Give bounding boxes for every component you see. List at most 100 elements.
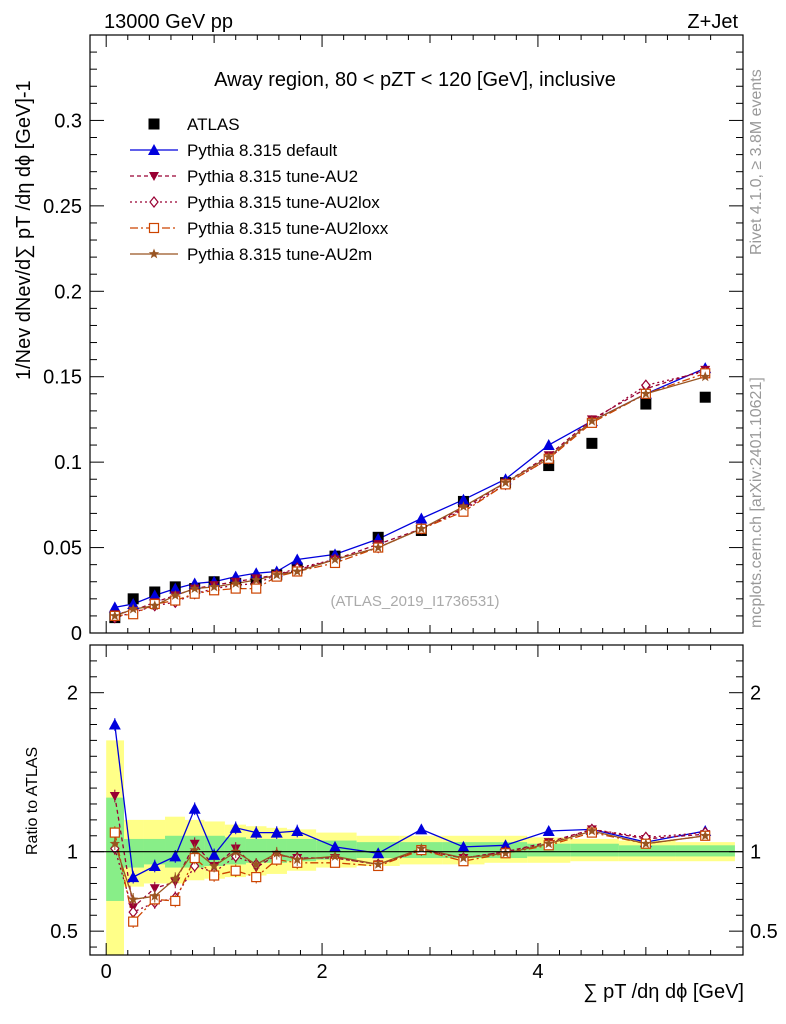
legend-marker-pythia-8-315-default <box>148 144 160 155</box>
data-point-pythia-8-315-tune-au2m <box>329 554 341 564</box>
legend-marker-pythia-8-315-tune-au2m <box>148 248 160 259</box>
ratio-point-pythia-8-315-tune-au2m <box>640 838 652 849</box>
ratio-band-green <box>245 838 267 863</box>
ratio-point-pythia-8-315-tune-au2m <box>373 858 384 869</box>
data-point-pythia-8-315-tune-au2m <box>640 388 652 399</box>
ratio-point-pythia-8-315-tune-au2m <box>109 838 121 849</box>
ratio-point-pythia-8-315-tune-au2m <box>189 844 200 855</box>
data-point-pythia-8-315-tune-au2m <box>109 610 121 621</box>
data-point-pythia-8-315-tune-au2m <box>127 603 139 614</box>
ratio-point-pythia-8-315-tune-au2loxx <box>251 872 262 883</box>
ratio-point-pythia-8-315-tune-au2m <box>170 873 181 884</box>
ratio-point-pythia-8-315-tune-au2 <box>149 884 160 894</box>
ratio-point-pythia-8-315-tune-au2loxx <box>209 870 220 881</box>
x-axis-label: ∑ pT /dη dϕ [GeV] <box>583 981 744 1003</box>
ratio-band-green <box>618 845 676 857</box>
ratio-point-pythia-8-315-tune-au2loxx <box>128 916 139 927</box>
ratio-point-pythia-8-315-default <box>108 718 121 730</box>
x-tick-label: 0 <box>101 961 112 983</box>
legend-label-pythia-8-315-tune-au2lox: Pythia 8.315 tune-AU2lox <box>187 193 380 212</box>
data-point-pythia-8-315-tune-au2m <box>543 451 554 462</box>
data-point-pythia-8-315-tune-au2m <box>458 501 469 511</box>
series-line-pythia-8-315-default <box>114 367 706 609</box>
data-point-pythia-8-315-default <box>148 589 161 601</box>
legend-label-pythia-8-315-tune-au2loxx: Pythia 8.315 tune-AU2loxx <box>187 219 389 238</box>
data-point-atlas <box>543 460 555 472</box>
y-tick-label: 0.2 <box>54 281 82 303</box>
y-tick-label: 0 <box>71 623 82 645</box>
ratio-plot-frame <box>89 644 744 956</box>
legend-marker-pythia-8-315-tune-au2loxx <box>148 222 160 234</box>
ratio-point-pythia-8-315-default <box>270 826 283 838</box>
data-point-pythia-8-315-tune-au2m <box>292 566 303 576</box>
legend-label-pythia-8-315-tune-au2m: Pythia 8.315 tune-AU2m <box>187 245 372 264</box>
data-point-atlas <box>586 437 598 449</box>
data-point-pythia-8-315-default <box>542 439 555 451</box>
ratio-point-pythia-8-315-default <box>250 826 263 838</box>
data-point-pythia-8-315-tune-au2m <box>500 477 511 488</box>
data-point-pythia-8-315-tune-au2m <box>208 581 220 592</box>
data-point-pythia-8-315-tune-au2m <box>416 523 427 534</box>
ratio-y-tick-label: 2 <box>67 683 78 705</box>
legend-label-pythia-8-315-tune-au2: Pythia 8.315 tune-AU2 <box>187 167 358 186</box>
data-point-atlas <box>699 391 711 403</box>
ratio-point-pythia-8-315-tune-au2loxx <box>230 865 241 876</box>
data-point-pythia-8-315-default <box>169 582 182 594</box>
ratio-y-tick-label: 1 <box>67 842 78 864</box>
ratio-point-pythia-8-315-default <box>127 871 140 883</box>
data-point-pythia-8-315-tune-au2m <box>170 589 181 600</box>
y-tick-label: 0.3 <box>54 110 82 132</box>
ratio-point-pythia-8-315-default <box>169 850 182 862</box>
ratio-y-tick-label-right: 0.5 <box>750 921 778 943</box>
rivet-label: Rivet 4.1.0, ≥ 3.8M events <box>748 69 765 255</box>
ratio-point-pythia-8-315-tune-au2m <box>127 893 139 904</box>
ratio-point-pythia-8-315-tune-au2 <box>109 792 120 802</box>
ratio-point-pythia-8-315-tune-au2loxx <box>329 857 341 868</box>
legend-marker-pythia-8-315-tune-au2 <box>149 172 159 181</box>
y-tick-label: 0.15 <box>43 367 82 389</box>
ratio-y-tick-label-right: 1 <box>750 842 761 864</box>
data-point-pythia-8-315-tune-au2m <box>149 600 160 611</box>
data-point-atlas <box>640 398 652 410</box>
ratio-point-pythia-8-315-tune-au2m <box>586 825 598 836</box>
ratio-y-tick-label-right: 2 <box>750 683 761 705</box>
analysis-watermark: (ATLAS_2019_I1736531) <box>330 593 499 610</box>
data-point-pythia-8-315-tune-au2m <box>700 371 711 382</box>
data-point-pythia-8-315-tune-au2m <box>251 574 262 585</box>
x-tick-label: 4 <box>532 961 543 983</box>
data-point-pythia-8-315-tune-au2m <box>271 569 282 580</box>
ratio-point-pythia-8-315-default <box>229 821 242 833</box>
main-plot-frame <box>89 34 744 634</box>
data-point-pythia-8-315-tune-au2m <box>230 578 241 588</box>
ratio-point-pythia-8-315-tune-au2m <box>149 890 160 901</box>
ratio-band-green <box>123 838 144 868</box>
legend-label-pythia-8-315-default: Pythia 8.315 default <box>187 141 338 160</box>
data-point-pythia-8-315-tune-au2loxx <box>251 583 262 594</box>
ratio-point-pythia-8-315-tune-au2m <box>543 838 554 849</box>
ratio-point-pythia-8-315-tune-au2m <box>700 830 711 841</box>
ratio-point-pythia-8-315-tune-au2m <box>458 852 469 863</box>
ratio-band-green <box>570 843 619 857</box>
legend-marker-atlas <box>148 118 160 130</box>
y-tick-label: 0.05 <box>43 538 82 560</box>
data-point-pythia-8-315-default <box>415 512 428 524</box>
y-axis-label: 1/Nev dNev/d∑ pT /dη dϕ [GeV]-1 <box>13 80 35 380</box>
ratio-point-pythia-8-315-tune-au2m <box>500 847 511 858</box>
ratio-point-pythia-8-315-default <box>291 825 304 836</box>
ratio-point-pythia-8-315-default <box>329 840 342 852</box>
ratio-point-pythia-8-315-tune-au2loxx <box>109 827 120 838</box>
mcplots-label: mcplots.cern.ch [arXiv:2401.10621] <box>748 377 765 628</box>
ratio-band-green <box>675 845 735 857</box>
data-point-pythia-8-315-tune-au2m <box>586 415 598 426</box>
ratio-point-pythia-8-315-tune-au2m <box>271 847 282 858</box>
x-tick-label: 2 <box>316 961 327 983</box>
ratio-point-pythia-8-315-default <box>542 825 555 836</box>
ratio-point-pythia-8-315-tune-au2lox <box>189 860 200 872</box>
ratio-point-pythia-8-315-default <box>415 823 428 835</box>
ratio-point-pythia-8-315-tune-au2m <box>251 858 262 869</box>
ratio-point-pythia-8-315-tune-au2loxx <box>170 895 181 907</box>
y-tick-label: 0.1 <box>54 452 82 474</box>
data-point-pythia-8-315-default <box>291 553 304 565</box>
legend-label-atlas: ATLAS <box>187 115 240 134</box>
